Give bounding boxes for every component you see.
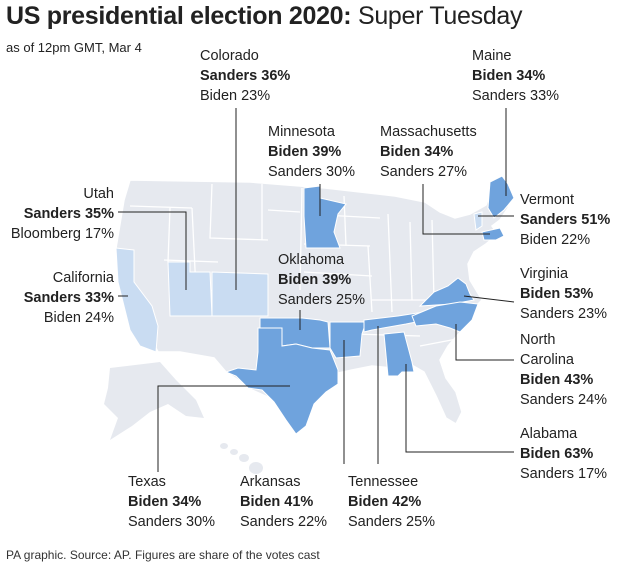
label-arkansas: Arkansas Biden 41% Sanders 22% [240, 472, 327, 532]
leader-massachusetts [422, 184, 490, 235]
state-name: Maine [472, 48, 512, 64]
winner-result: Biden 53% [520, 286, 594, 302]
state-name: California [52, 270, 114, 286]
state-vermont [473, 211, 483, 231]
winner-result: Biden 42% [348, 494, 422, 510]
source-footer: PA graphic. Source: AP. Figures are shar… [6, 548, 320, 562]
label-massachusetts: Massachusetts Biden 34% Sanders 27% [380, 122, 477, 182]
winner-result: Sanders 35% [23, 206, 114, 222]
state-name: Virginia [520, 266, 569, 282]
winner-result: Biden 39% [278, 272, 352, 288]
state-name: Tennessee [348, 474, 419, 490]
label-vermont: Vermont Sanders 51% Biden 22% [520, 190, 610, 250]
subtitle: as of 12pm GMT, Mar 4 [6, 40, 142, 55]
state-arkansas [329, 321, 367, 359]
leader-north-carolina [455, 324, 514, 361]
second-result: Biden 24% [43, 310, 114, 326]
second-result: Sanders 27% [380, 164, 468, 180]
leader-lines [118, 108, 515, 472]
state-texas [224, 327, 339, 435]
state-name: Alabama [520, 426, 578, 442]
second-result: Sanders 30% [128, 514, 216, 530]
label-oklahoma: Oklahoma Biden 39% Sanders 25% [278, 250, 365, 310]
state-name: Vermont [520, 192, 574, 208]
second-result: Sanders 25% [278, 292, 366, 308]
winner-result: Biden 43% [520, 372, 594, 388]
alaska-shape [104, 362, 204, 440]
state-name-line2: Carolina [520, 352, 574, 368]
label-maine: Maine Biden 34% Sanders 33% [472, 46, 559, 106]
hawaii-shape [220, 443, 263, 474]
leader-virginia [463, 295, 515, 303]
winner-result: Biden 34% [380, 144, 454, 160]
winner-result: Biden 34% [472, 68, 546, 84]
leader-texas [157, 385, 290, 472]
second-result: Sanders 17% [520, 466, 608, 482]
state-name: Texas [128, 474, 166, 490]
second-result: Biden 23% [200, 88, 271, 104]
state-maine [487, 175, 515, 219]
label-texas: Texas Biden 34% Sanders 30% [128, 472, 215, 532]
winner-result: Biden 63% [520, 446, 594, 462]
leader-utah [118, 211, 187, 290]
label-california: California Sanders 33% Biden 24% [24, 268, 114, 328]
state-name: Utah [83, 186, 114, 202]
label-minnesota: Minnesota Biden 39% Sanders 30% [268, 122, 355, 182]
state-massachusetts [481, 227, 505, 241]
state-name-line1: North [520, 332, 556, 348]
second-result: Sanders 22% [240, 514, 328, 530]
second-result: Biden 22% [520, 232, 591, 248]
winner-result: Biden 34% [128, 494, 202, 510]
label-alabama: Alabama Biden 63% Sanders 17% [520, 424, 607, 484]
winner-result: Sanders 51% [520, 212, 611, 228]
leader-alabama [405, 364, 514, 453]
state-colorado [211, 271, 269, 317]
second-result: Sanders 23% [520, 306, 608, 322]
state-name: Minnesota [268, 124, 335, 140]
winner-result: Biden 41% [240, 494, 314, 510]
second-result: Sanders 24% [520, 392, 608, 408]
second-result: Sanders 25% [348, 514, 436, 530]
label-utah: Utah Sanders 35% Bloomberg 17% [11, 184, 114, 244]
state-name: Colorado [200, 48, 259, 64]
page-title-rest: Super Tuesday [351, 2, 523, 30]
label-virginia: Virginia Biden 53% Sanders 23% [520, 264, 607, 324]
label-colorado: Colorado Sanders 36% Biden 23% [200, 46, 290, 106]
second-result: Bloomberg 17% [10, 226, 114, 242]
state-utah [167, 261, 213, 317]
state-name: Arkansas [240, 474, 301, 490]
winner-result: Biden 39% [268, 144, 342, 160]
page-title: US presidential election 2020: Super Tue… [6, 2, 523, 31]
state-california [115, 247, 159, 353]
label-north-carolina: North Carolina Biden 43% Sanders 24% [520, 330, 607, 410]
state-north-carolina [411, 301, 479, 333]
winner-result: Sanders 33% [23, 290, 114, 306]
second-result: Sanders 33% [472, 88, 560, 104]
state-name: Massachusetts [380, 124, 477, 140]
state-name: Oklahoma [278, 252, 345, 268]
label-tennessee: Tennessee Biden 42% Sanders 25% [348, 472, 435, 532]
second-result: Sanders 30% [268, 164, 356, 180]
winner-result: Sanders 36% [200, 68, 291, 84]
page-title-bold: US presidential election 2020: [6, 2, 352, 30]
